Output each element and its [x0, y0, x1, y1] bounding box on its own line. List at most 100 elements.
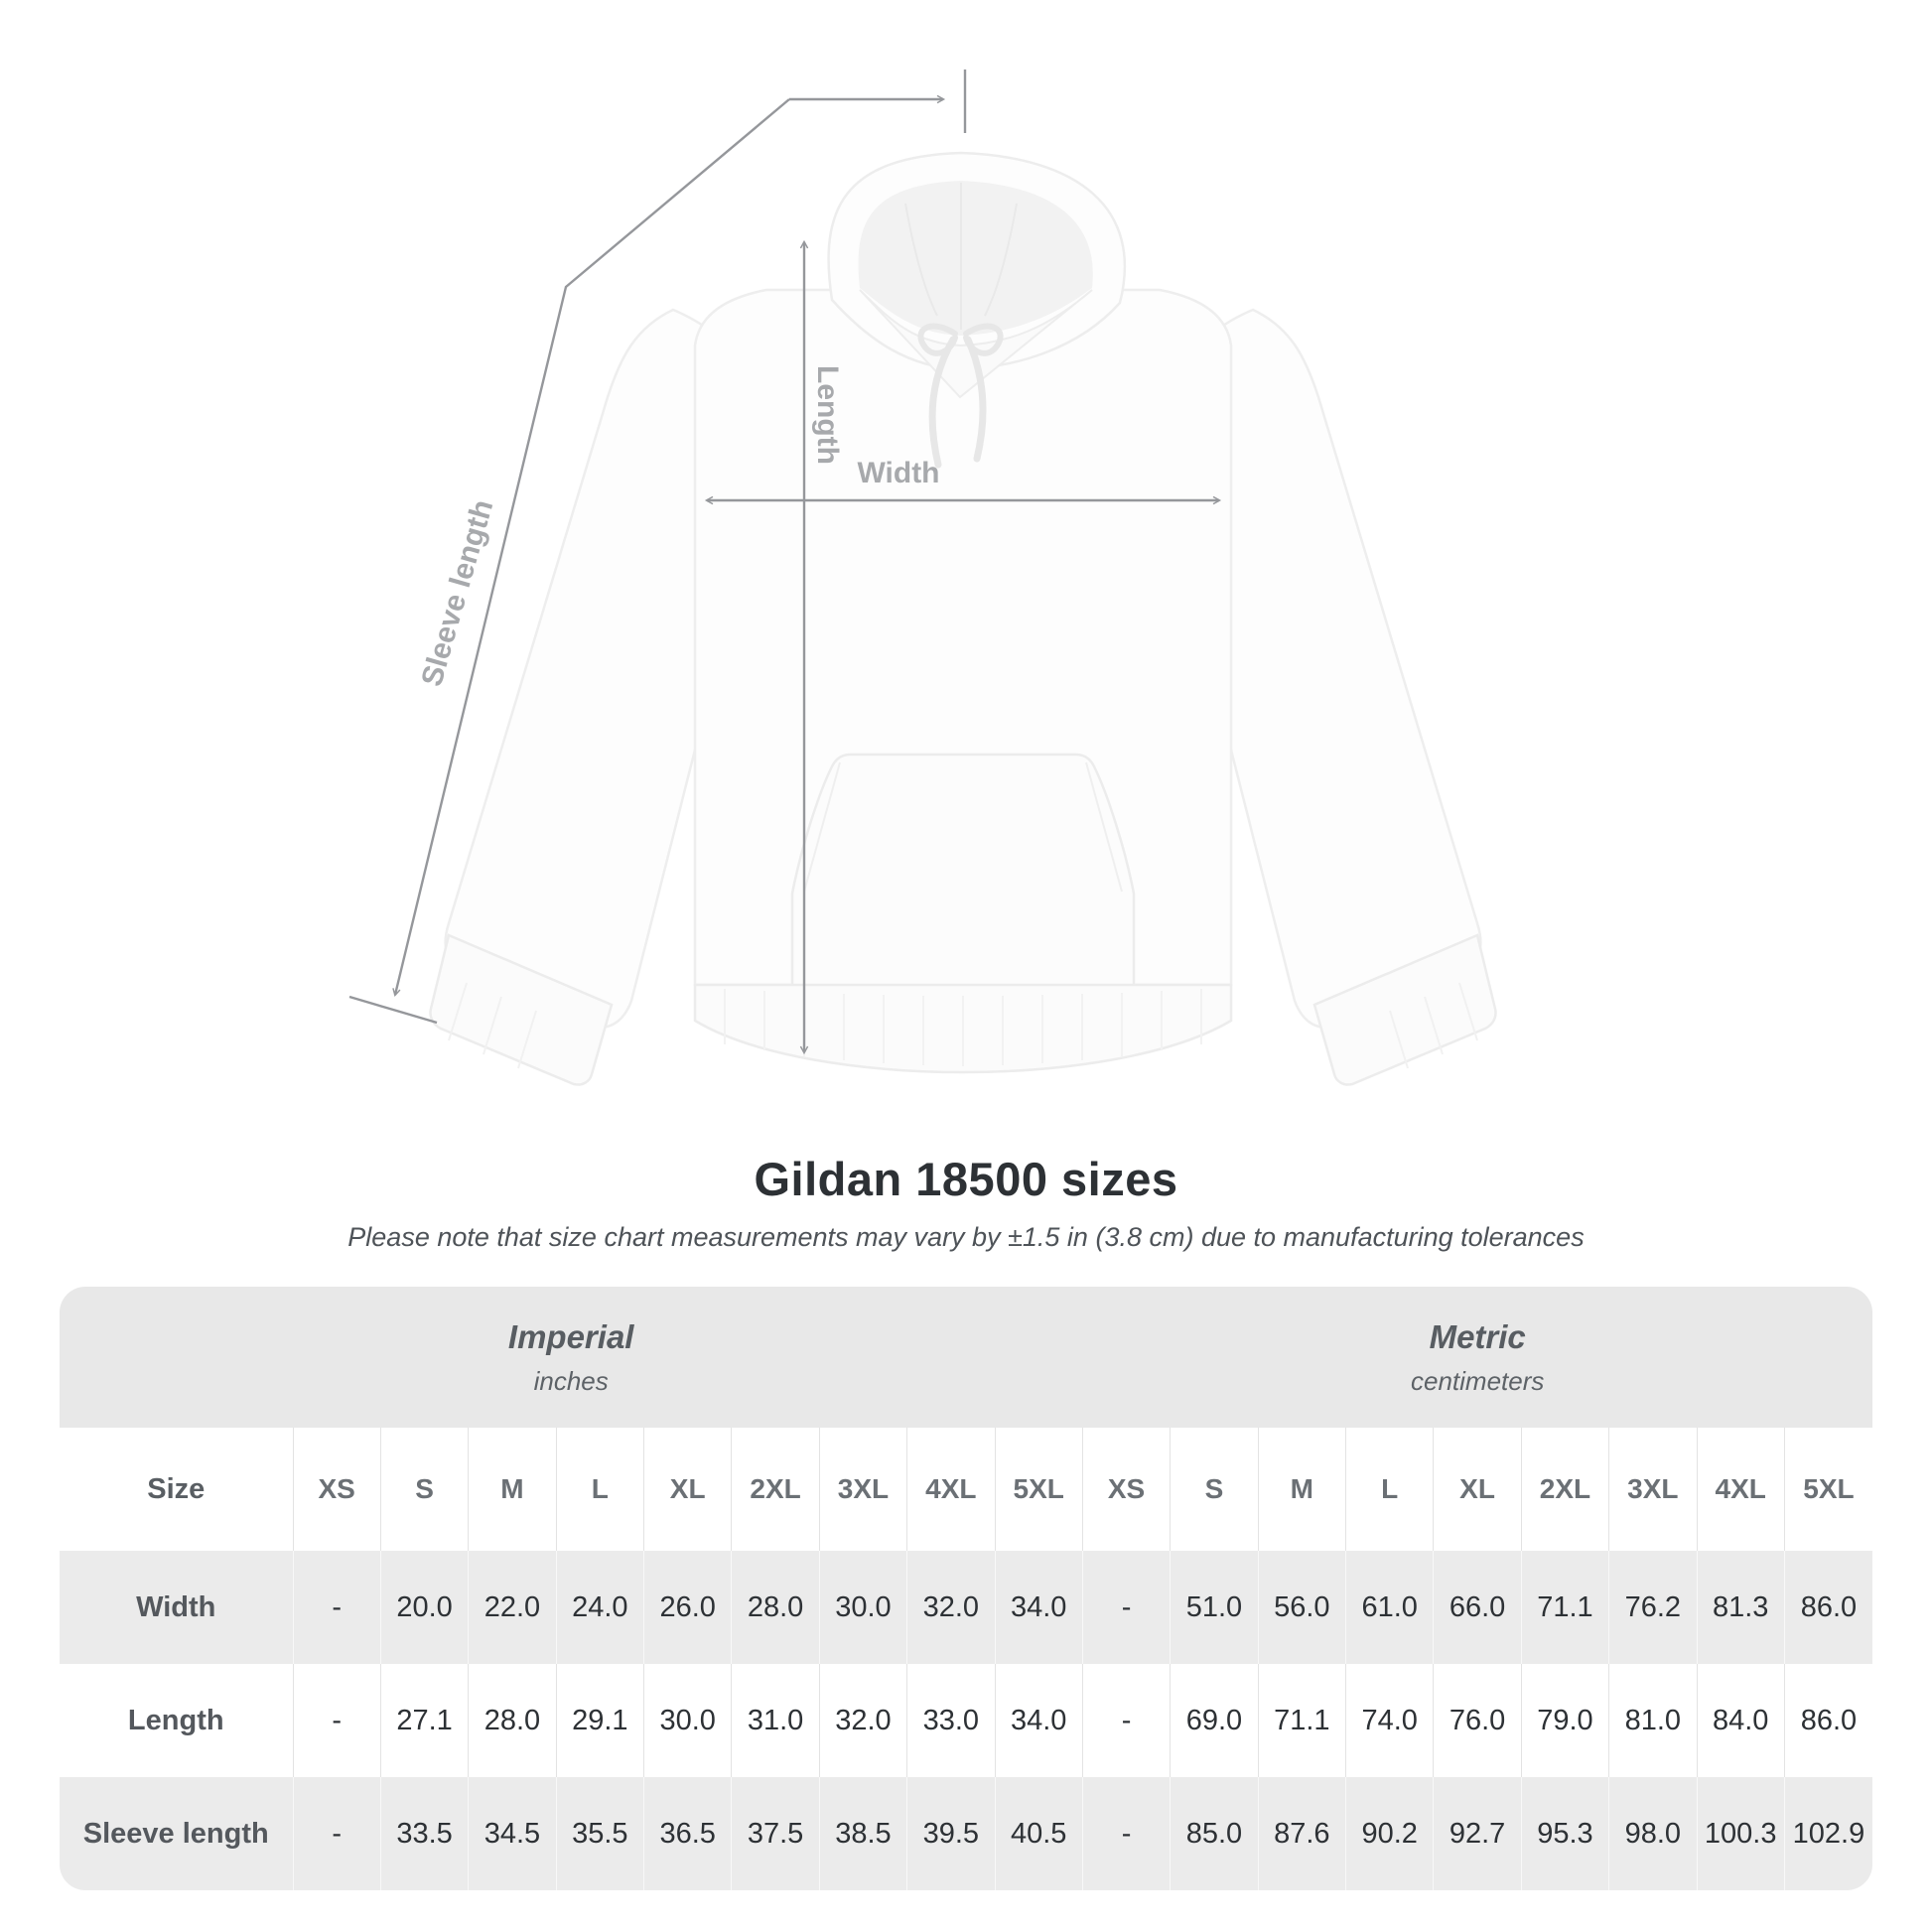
row-label: Width — [136, 1590, 216, 1623]
metric-group-header: Metric centimeters — [1082, 1287, 1872, 1428]
value-cell: 90.2 — [1344, 1777, 1434, 1890]
value-cell: 84.0 — [1696, 1664, 1785, 1777]
value-cell: 34.0 — [994, 1664, 1083, 1777]
size-header: 3XL — [818, 1428, 907, 1551]
hoodie-pocket — [790, 753, 1136, 1013]
hoodie-left-cuff — [429, 933, 614, 1086]
size-header: XS — [292, 1428, 381, 1551]
value-cell: 81.3 — [1696, 1551, 1785, 1664]
right-cuff-rib-lines — [1389, 982, 1478, 1069]
size-header: 2XL — [731, 1428, 820, 1551]
value-cell: - — [1081, 1664, 1171, 1777]
sleeve-length-label: Sleeve length — [415, 496, 499, 690]
row-label: Length — [127, 1704, 224, 1736]
value-cell: 51.0 — [1170, 1551, 1259, 1664]
pocket-seam-lines — [803, 761, 1123, 893]
value-cell: 33.0 — [906, 1664, 995, 1777]
value-cell: - — [292, 1664, 381, 1777]
hood-drawstrings — [917, 323, 1004, 469]
size-header: 3XL — [1608, 1428, 1697, 1551]
row-label: Sleeve length — [82, 1817, 269, 1850]
value-cell: 40.5 — [994, 1777, 1083, 1890]
hoodie-right-cuff — [1312, 933, 1497, 1086]
value-cell: 26.0 — [642, 1551, 732, 1664]
value-cell: 32.0 — [818, 1664, 907, 1777]
value-cell: 33.5 — [379, 1777, 469, 1890]
value-cell: 36.5 — [642, 1777, 732, 1890]
value-cell: 76.2 — [1608, 1551, 1697, 1664]
unit-header-row: Imperial inches Metric centimeters — [60, 1287, 1872, 1428]
size-header: XS — [1081, 1428, 1171, 1551]
value-cell: 87.6 — [1257, 1777, 1346, 1890]
value-cell: 24.0 — [555, 1551, 644, 1664]
size-header: 5XL — [994, 1428, 1083, 1551]
value-cell: 37.5 — [731, 1777, 820, 1890]
value-cell: 20.0 — [379, 1551, 469, 1664]
value-cell: 34.5 — [468, 1777, 557, 1890]
value-cell: 100.3 — [1696, 1777, 1785, 1890]
hood-inner-lining — [858, 181, 1093, 336]
value-cell: - — [1081, 1777, 1171, 1890]
value-cell: 61.0 — [1344, 1551, 1434, 1664]
value-cell: 71.1 — [1257, 1664, 1346, 1777]
value-cell: 34.0 — [994, 1551, 1083, 1664]
sleeve-end-tick — [348, 995, 438, 1025]
size-header: 4XL — [906, 1428, 995, 1551]
value-cell: 74.0 — [1344, 1664, 1434, 1777]
size-header: 5XL — [1783, 1428, 1872, 1551]
length-label: Length — [811, 365, 844, 465]
value-cell: 22.0 — [468, 1551, 557, 1664]
value-cell: 66.0 — [1433, 1551, 1522, 1664]
value-cell: 30.0 — [818, 1551, 907, 1664]
value-cell: 29.1 — [555, 1664, 644, 1777]
tolerance-note: Please note that size chart measurements… — [347, 1222, 1585, 1252]
size-header: L — [555, 1428, 644, 1551]
value-cell: 85.0 — [1170, 1777, 1259, 1890]
metric-unit-label: centimeters — [1410, 1365, 1545, 1396]
value-cell: 76.0 — [1433, 1664, 1522, 1777]
hoodie-measurement-figure: Width Length Sleeve length — [348, 69, 1497, 1086]
hood-lining-fold-lines — [904, 183, 1018, 330]
value-cell: 81.0 — [1608, 1664, 1697, 1777]
hoodie-measurement-diagram: Width Length Sleeve length — [348, 69, 1497, 1086]
imperial-unit-label: inches — [533, 1365, 609, 1396]
value-cell: 86.0 — [1783, 1551, 1872, 1664]
value-cell: 28.0 — [731, 1551, 820, 1664]
value-cell: 102.9 — [1783, 1777, 1872, 1890]
imperial-group-header: Imperial inches — [60, 1287, 1083, 1428]
value-cell: 56.0 — [1257, 1551, 1346, 1664]
value-cell: 98.0 — [1608, 1777, 1697, 1890]
size-header: 4XL — [1696, 1428, 1785, 1551]
value-cell: 30.0 — [642, 1664, 732, 1777]
size-header: 2XL — [1520, 1428, 1609, 1551]
value-cell: 27.1 — [379, 1664, 469, 1777]
size-header: S — [1170, 1428, 1259, 1551]
imperial-label: Imperial — [507, 1317, 634, 1355]
size-header: XL — [642, 1428, 732, 1551]
value-cell: 39.5 — [906, 1777, 995, 1890]
value-cell: 35.5 — [555, 1777, 644, 1890]
value-cell: - — [1081, 1551, 1171, 1664]
size-table: Imperial inches Metric centimeters Size … — [60, 1287, 1872, 1890]
value-cell: 92.7 — [1433, 1777, 1522, 1890]
left-cuff-rib-lines — [448, 982, 537, 1069]
value-cell: 31.0 — [731, 1664, 820, 1777]
hoodie-product-image — [429, 151, 1497, 1086]
sleeve-dimension-line — [392, 98, 790, 998]
measurement-row: Sleeve length -33.5 34.5 35.5 36.5 37.5 38.5 39… — [60, 1777, 1872, 1890]
size-header: L — [1344, 1428, 1434, 1551]
metric-label: Metric — [1429, 1317, 1526, 1355]
value-cell: - — [292, 1777, 381, 1890]
value-cell: 71.1 — [1520, 1551, 1609, 1664]
measurement-row: Width -20.0 22.0 24.0 26.0 28.0 30.0 32.0 34.0-5… — [60, 1551, 1872, 1664]
value-cell: 28.0 — [468, 1664, 557, 1777]
size-header: M — [1257, 1428, 1346, 1551]
size-chart-table-container: Imperial inches Metric centimeters Size … — [60, 1287, 1872, 1890]
value-cell: 95.3 — [1520, 1777, 1609, 1890]
width-label: Width — [857, 457, 939, 489]
value-cell: 79.0 — [1520, 1664, 1609, 1777]
value-cell: - — [292, 1551, 381, 1664]
size-column-header: Size — [147, 1472, 206, 1505]
size-header: XL — [1433, 1428, 1522, 1551]
page-title: Gildan 18500 sizes — [754, 1153, 1178, 1205]
